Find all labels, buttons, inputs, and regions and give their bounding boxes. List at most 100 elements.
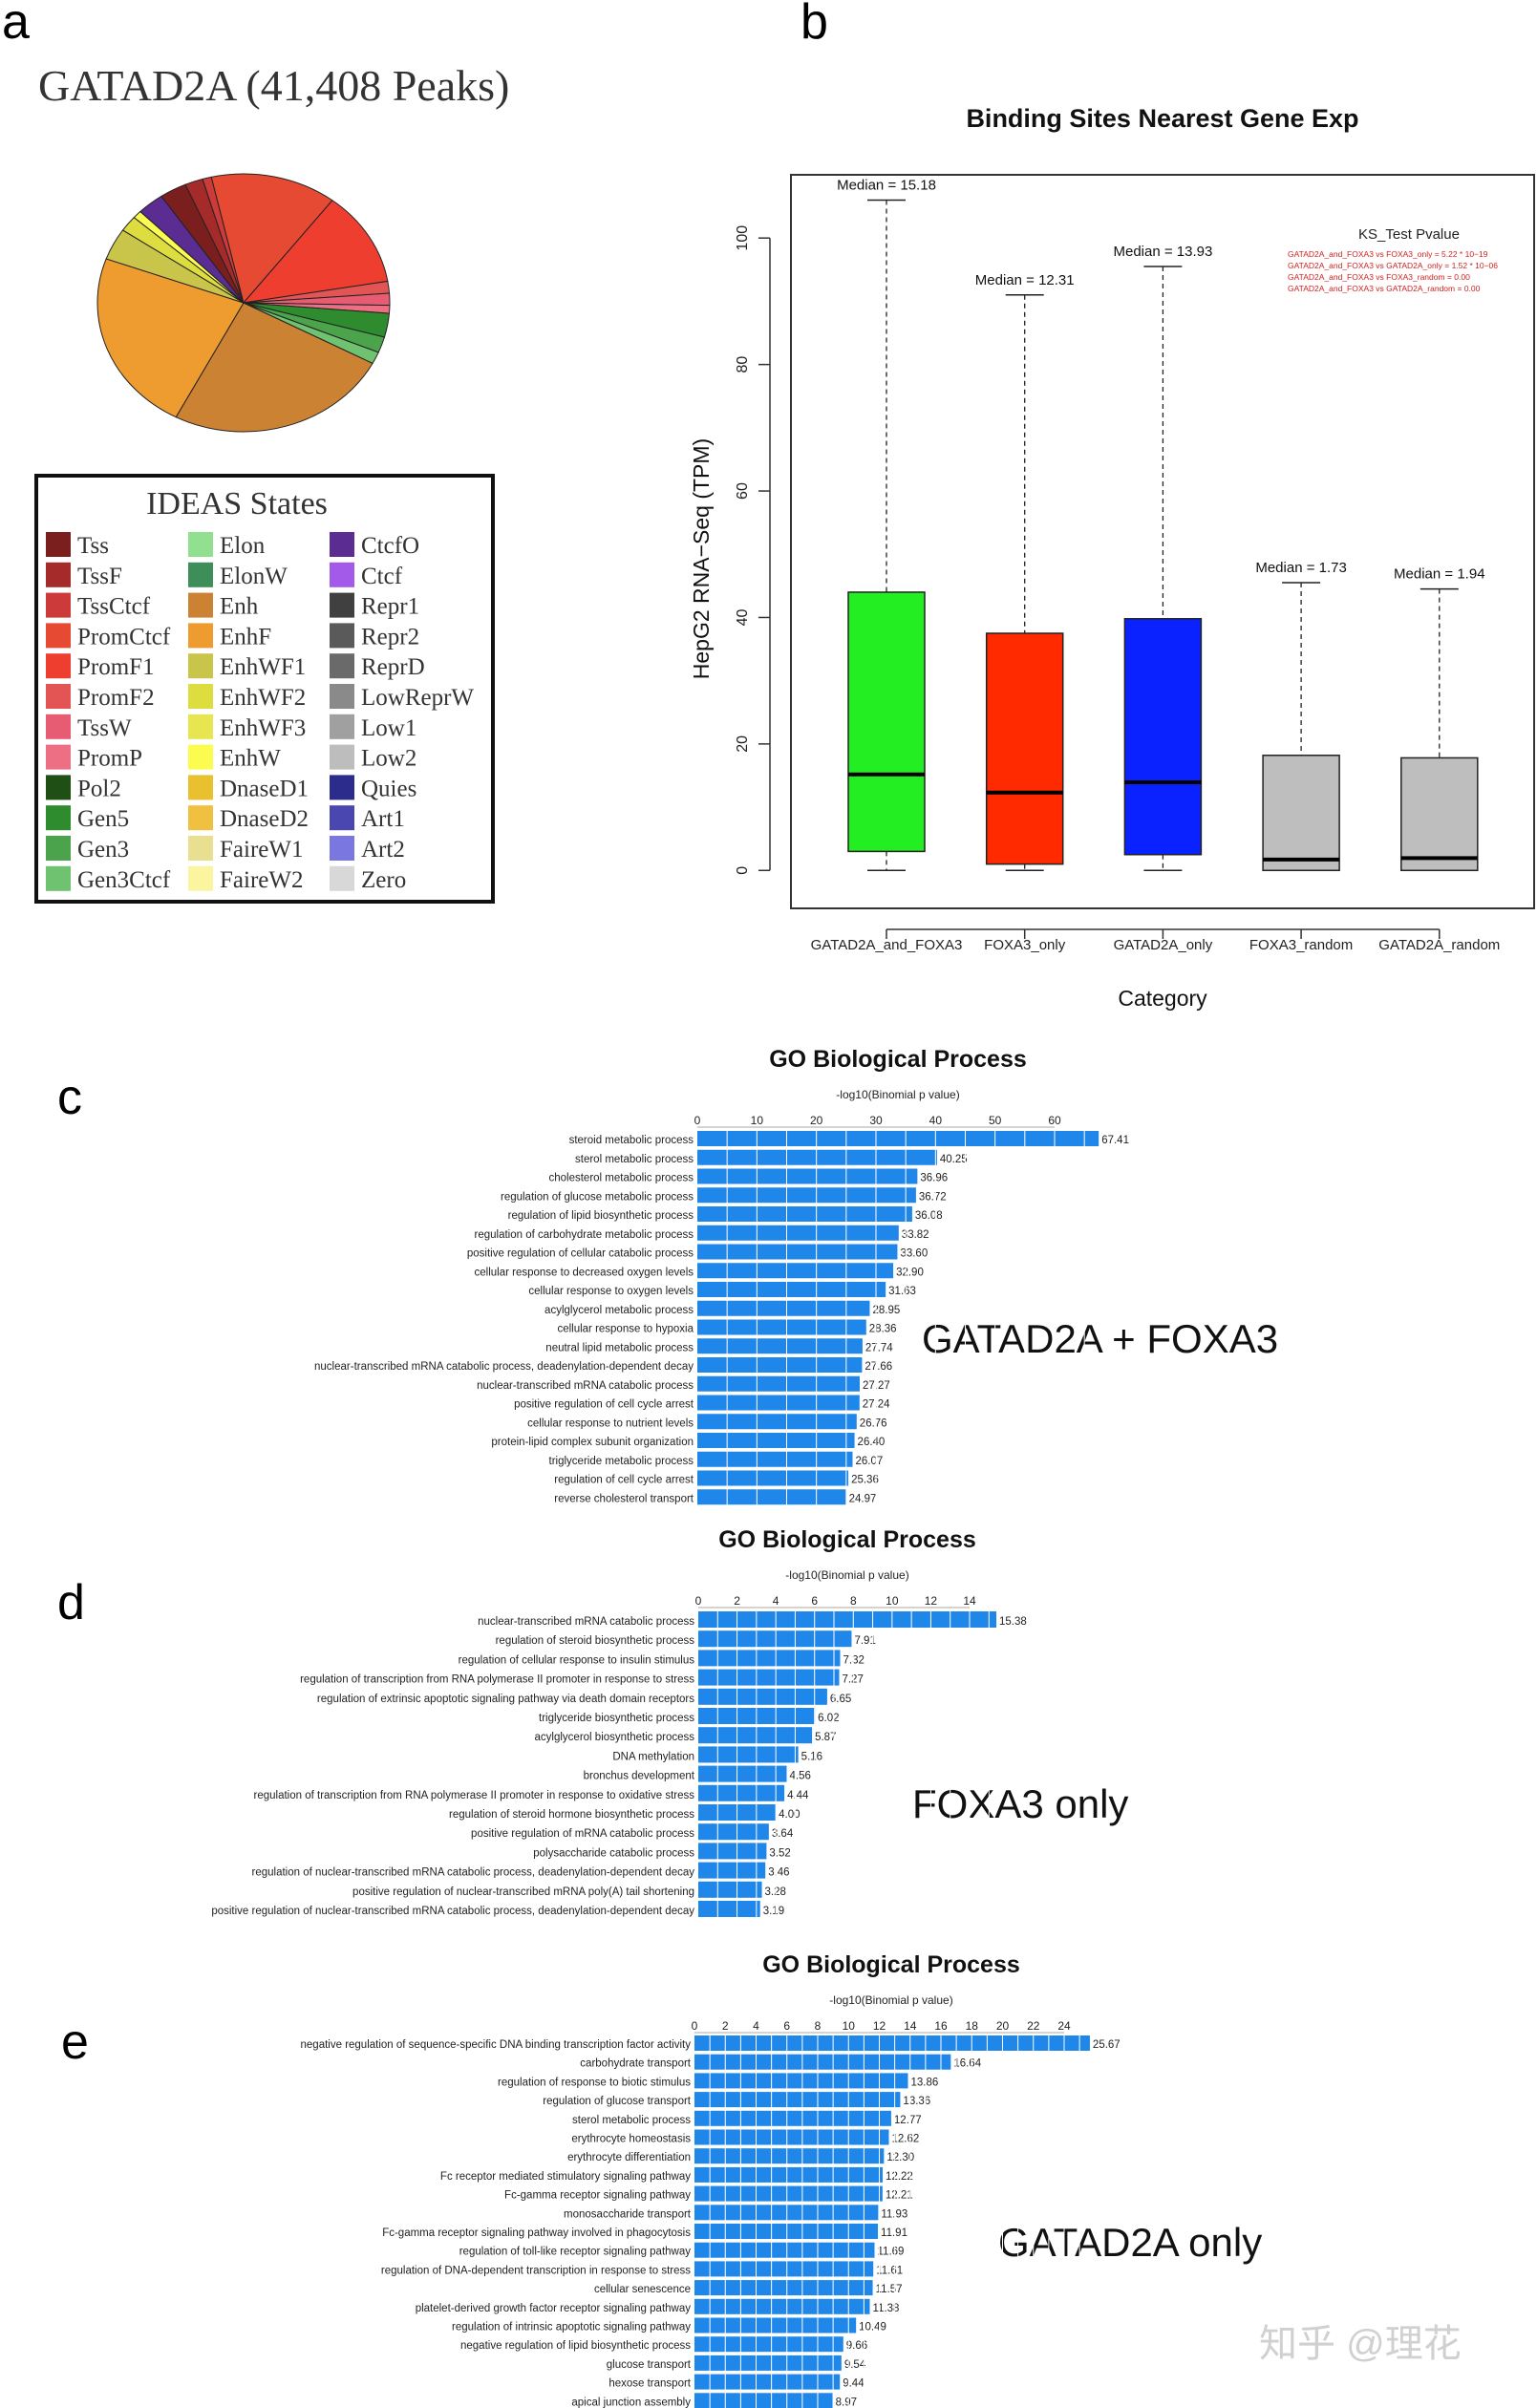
value-label: 31.63 — [888, 1286, 916, 1297]
legend-label: Quies — [361, 776, 416, 801]
value-label: 36.96 — [920, 1173, 948, 1184]
category-label: regulation of cell cycle arrest — [554, 1475, 694, 1486]
value-label: 33.82 — [902, 1229, 929, 1241]
median-annotation: Median = 15.18 — [837, 177, 936, 193]
legend-label: EnhF — [220, 624, 271, 650]
x-tick-label: 12 — [873, 2019, 886, 2033]
legend-swatch — [330, 805, 354, 831]
category-label: cellular response to oxygen levels — [528, 1286, 694, 1297]
x-tick-label: 4 — [753, 2019, 759, 2033]
go-xlabel-c: -log10(Binomial p value) — [836, 1088, 959, 1101]
legend-swatch — [330, 684, 354, 709]
x-tick-label: 20 — [810, 1114, 823, 1127]
legend-label: PromF1 — [77, 654, 155, 680]
legend-swatch — [188, 532, 213, 557]
go-bar-chart-d: GO Biological Process -log10(Binomial p … — [211, 1526, 1128, 1917]
x-tick-label: 12 — [925, 1594, 938, 1608]
category-label: sterol metabolic process — [572, 2115, 691, 2126]
ks-line: GATAD2A_and_FOXA3 vs GATAD2A_only = 1.52… — [1288, 261, 1498, 270]
legend-swatch — [46, 623, 71, 649]
x-tick-label: GATAD2A_and_FOXA3 — [811, 937, 963, 953]
category-label: nuclear-transcribed mRNA catabolic proce… — [314, 1361, 694, 1373]
value-label: 4.44 — [787, 1790, 809, 1801]
value-label: 10.49 — [859, 2322, 886, 2333]
category-label: regulation of steroid hormone biosynthet… — [449, 1809, 694, 1821]
bar — [697, 1319, 866, 1335]
legend-label: PromP — [77, 746, 142, 772]
category-label: regulation of glucose transport — [543, 2096, 692, 2107]
legend-swatch — [188, 562, 213, 587]
value-label: 4.56 — [790, 1771, 811, 1782]
bar — [698, 1881, 762, 1898]
bar — [694, 2110, 891, 2126]
pie-slice — [242, 200, 389, 304]
x-tick-label: 0 — [692, 2019, 698, 2033]
x-tick-label: 18 — [966, 2019, 979, 2033]
box-ylabel: HepG2 RNA−Seq (TPM) — [689, 438, 714, 679]
bar — [694, 2317, 857, 2333]
legend-swatch — [330, 592, 354, 618]
category-label: cellular response to hypoxia — [557, 1324, 694, 1335]
value-label: 13.36 — [903, 2096, 930, 2107]
panel-letter-e: e — [61, 2014, 89, 2070]
value-label: 5.87 — [815, 1732, 836, 1743]
value-label: 3.64 — [772, 1828, 794, 1840]
value-label: 11.69 — [878, 2247, 905, 2258]
legend-swatch — [46, 744, 71, 770]
bar — [694, 2224, 879, 2239]
legend-swatch — [330, 744, 354, 770]
legend-label: Enh — [220, 594, 259, 620]
legend-label: Elon — [220, 533, 266, 559]
value-label: 12.30 — [886, 2152, 914, 2163]
x-tick-label: 22 — [1027, 2019, 1040, 2033]
category-label: protein-lipid complex subunit organizati… — [491, 1437, 694, 1448]
panel-letter-b: b — [801, 0, 828, 50]
box — [847, 591, 926, 853]
x-tick-label: 6 — [811, 1594, 818, 1608]
legend-swatch — [188, 592, 213, 618]
category-label: triglyceride metabolic process — [549, 1456, 694, 1467]
bar — [697, 1300, 870, 1316]
legend-label: Tss — [77, 533, 109, 559]
side-label-d: FOXA3 only — [912, 1781, 1128, 1826]
watermark: 知乎 @理花 — [1259, 2323, 1462, 2365]
category-label: erythrocyte homeostasis — [571, 2134, 691, 2145]
go-xlabel-e: -log10(Binomial p value) — [829, 1993, 952, 2007]
legend-swatch — [330, 714, 354, 739]
go-title-c: GO Biological Process — [769, 1046, 1027, 1073]
value-label: 9.66 — [846, 2340, 867, 2352]
bar — [694, 2148, 885, 2164]
bar — [697, 1489, 846, 1505]
bar — [698, 1727, 813, 1744]
median-annotation: Median = 1.94 — [1394, 566, 1485, 583]
go-title-e: GO Biological Process — [762, 1951, 1020, 1978]
legend-swatch — [330, 562, 354, 587]
bar — [694, 2129, 889, 2145]
bar — [698, 1823, 769, 1841]
x-tick-label: 8 — [850, 1594, 857, 1608]
legend-label: Ctcf — [361, 564, 403, 589]
legend-swatch — [188, 865, 213, 891]
category-label: regulation of response to biotic stimulu… — [498, 2077, 691, 2088]
value-label: 12.22 — [886, 2171, 913, 2183]
y-tick-label: 40 — [735, 608, 751, 626]
value-label: 12.77 — [894, 2115, 922, 2126]
legend-label: LowReprW — [361, 685, 474, 711]
category-label: apical junction assembly — [571, 2397, 691, 2408]
category-label: acylglycerol biosynthetic process — [535, 1732, 695, 1743]
value-label: 25.67 — [1093, 2039, 1121, 2051]
pie-title: GATAD2A (41,408 Peaks) — [38, 61, 509, 110]
bar — [697, 1244, 898, 1260]
value-label: 16.64 — [953, 2058, 981, 2070]
legend-label: FaireW2 — [220, 867, 303, 893]
bar — [694, 2336, 843, 2353]
legend-label: EnhWF3 — [220, 715, 306, 741]
category-label: glucose transport — [607, 2359, 692, 2371]
category-label: positive regulation of nuclear-transcrib… — [211, 1906, 694, 1917]
category-label: regulation of carbohydrate metabolic pro… — [475, 1229, 694, 1241]
x-tick-label: FOXA3_only — [984, 937, 1066, 953]
legend-label: TssW — [77, 715, 132, 741]
bar — [694, 2205, 879, 2221]
category-label: cholesterol metabolic process — [549, 1173, 694, 1184]
